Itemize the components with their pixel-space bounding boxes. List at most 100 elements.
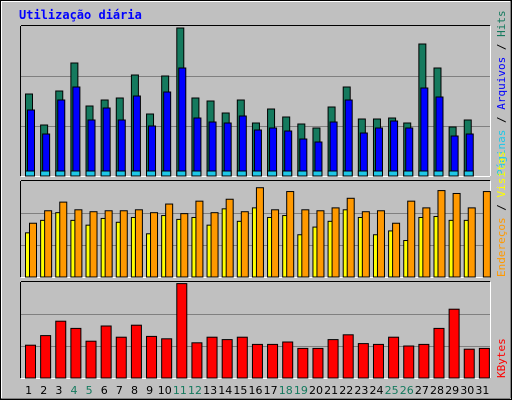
day-label: 31 <box>475 384 489 397</box>
kbytes-bar <box>357 343 369 379</box>
arquivos-bar <box>269 127 278 177</box>
enderecos-bar <box>271 209 280 278</box>
day-label: 15 <box>233 384 247 397</box>
enderecos-bar <box>346 197 355 278</box>
paginas-bar <box>448 170 459 177</box>
enderecos-bar <box>134 209 143 278</box>
chart-title: Utilização diária <box>19 8 142 22</box>
kbytes-bar <box>85 340 97 379</box>
day-label: 19 <box>294 384 308 397</box>
arquivos-bar <box>344 99 353 177</box>
paginas-bar <box>357 170 368 177</box>
arquivos-bar <box>163 91 172 177</box>
kbytes-bar <box>463 348 475 379</box>
arquivos-bar <box>390 120 399 177</box>
paginas-bar <box>55 170 66 177</box>
enderecos-bar <box>286 191 295 278</box>
paginas-bar <box>146 170 157 177</box>
day-label: 17 <box>264 384 278 397</box>
enderecos-bar <box>407 200 416 278</box>
arquivos-bar <box>148 125 157 177</box>
kbytes-bar <box>115 336 127 379</box>
enderecos-bar <box>316 210 325 278</box>
arquivos-bar <box>132 95 141 177</box>
enderecos-bar <box>467 207 476 278</box>
paginas-bar <box>25 170 35 177</box>
day-label: 3 <box>55 384 62 397</box>
day-label: 24 <box>370 384 384 397</box>
svg-text:KBytes: KBytes <box>495 338 508 378</box>
day-label: 14 <box>218 384 232 397</box>
day-label: 22 <box>339 384 353 397</box>
arquivos-bar <box>420 87 429 177</box>
legend-hits: Hits <box>495 10 508 37</box>
arquivos-bar <box>359 132 368 177</box>
day-label: 16 <box>249 384 263 397</box>
day-label: 8 <box>131 384 138 397</box>
kbytes-bar <box>236 336 248 379</box>
day-label: 7 <box>116 384 123 397</box>
day-label: 21 <box>324 384 338 397</box>
kbytes-bar <box>191 342 203 379</box>
svg-text:Endereços / Visitas: Endereços / Visitas <box>495 151 508 277</box>
day-label: 25 <box>385 384 399 397</box>
arquivos-bar <box>465 133 474 177</box>
legend-paginas: Páginas <box>495 130 508 176</box>
paginas-bar <box>463 170 474 177</box>
day-label: 10 <box>158 384 172 397</box>
day-label: 11 <box>173 384 187 397</box>
enderecos-bar <box>331 207 340 278</box>
paginas-bar <box>312 170 323 177</box>
arquivos-bar <box>117 119 126 177</box>
enderecos-bar <box>301 209 310 278</box>
svg-text:Páginas / Arquivos / Hits: Páginas / Arquivos / Hits <box>495 10 508 176</box>
legend-separator-1: / <box>495 110 508 130</box>
arquivos-bar <box>57 99 66 177</box>
day-label: 29 <box>445 384 459 397</box>
legend-kbytes: KBytes <box>495 338 508 378</box>
day-label: 4 <box>70 384 77 397</box>
paginas-bar <box>115 170 126 177</box>
enderecos-bar <box>104 210 113 278</box>
day-label: 28 <box>430 384 444 397</box>
day-label: 2 <box>40 384 47 397</box>
paginas-bar <box>433 170 444 177</box>
paginas-bar <box>236 170 247 177</box>
day-label: 13 <box>203 384 217 397</box>
paginas-bar <box>403 170 414 177</box>
day-label: 1 <box>25 384 32 397</box>
enderecos-bar <box>89 211 98 278</box>
enderecos-bar <box>482 191 491 278</box>
kbytes-bar <box>146 335 158 379</box>
day-label: 5 <box>86 384 93 397</box>
paginas-bar <box>161 170 172 177</box>
kbytes-bar <box>297 347 309 379</box>
paginas-bar <box>176 170 187 177</box>
paginas-bar <box>130 170 141 177</box>
paginas-bar <box>297 170 308 177</box>
kbytes-bar <box>130 324 142 379</box>
arquivos-bar <box>238 115 247 177</box>
kbytes-bar <box>221 339 233 379</box>
arquivos-bar <box>299 138 308 177</box>
day-label: 9 <box>146 384 153 397</box>
kbytes-bar <box>478 347 490 379</box>
kbytes-bar <box>388 336 400 379</box>
enderecos-bar <box>180 213 189 278</box>
arquivos-bar <box>193 117 202 177</box>
kbytes-bar <box>418 343 430 379</box>
paginas-bar <box>282 170 293 177</box>
kbytes-bar <box>251 343 263 379</box>
day-label: 23 <box>354 384 368 397</box>
kbytes-bar <box>403 345 415 379</box>
enderecos-bar <box>452 192 461 278</box>
enderecos-bar <box>376 210 385 278</box>
arquivos-bar <box>72 86 81 177</box>
paginas-bar <box>388 170 399 177</box>
enderecos-bar <box>44 210 53 278</box>
kbytes-bar <box>372 343 384 379</box>
enderecos-bar <box>255 187 264 278</box>
kbytes-bar <box>25 344 36 379</box>
arquivos-bar <box>223 122 232 177</box>
